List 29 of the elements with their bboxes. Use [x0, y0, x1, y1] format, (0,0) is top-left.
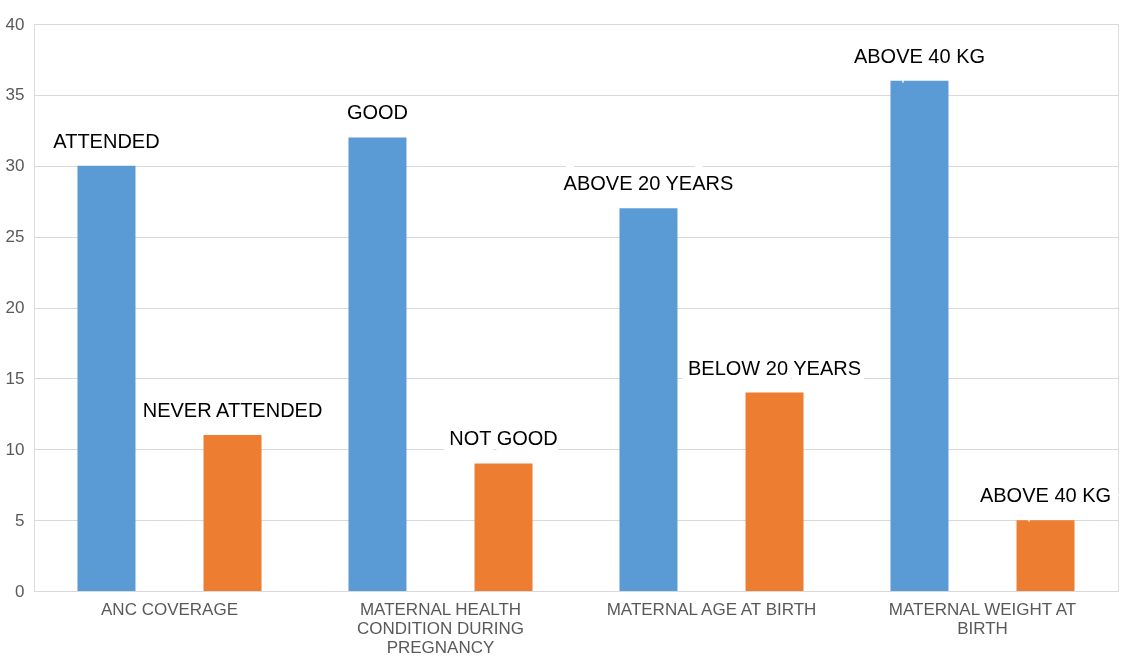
y-tick-label: 20	[5, 298, 25, 317]
annotation: GOOD	[346, 101, 409, 124]
bar	[77, 165, 136, 591]
y-tick-label: 35	[5, 85, 25, 105]
y-tick-label: 30	[5, 156, 25, 176]
bar	[745, 392, 804, 591]
y-tick-label: 15	[5, 368, 25, 388]
x-tick-label: MATERNAL AGE AT BIRTH	[606, 599, 817, 619]
bar	[890, 80, 949, 591]
y-tick-label: 10	[5, 439, 25, 459]
y-tick-label: 5	[15, 510, 25, 530]
y-tick-label: 40	[5, 14, 25, 34]
annotation: ABOVE 20 YEARS	[563, 172, 734, 195]
bar	[1016, 520, 1075, 591]
annotation: NEVER ATTENDED	[142, 399, 323, 422]
y-tick-label: 25	[5, 227, 25, 247]
bar	[348, 137, 407, 591]
annotation: ABOVE 40 KG	[853, 44, 986, 67]
x-tick-label: MATERNAL HEALTH CONDITION DURING PREGNANCY	[356, 599, 525, 657]
x-tick-label: MATERNAL WEIGHT AT BIRTH	[888, 599, 1077, 638]
annotation: ABOVE 40 KG	[979, 484, 1112, 507]
annotation: NOT GOOD	[449, 427, 558, 450]
annotation: BELOW 20 YEARS	[688, 356, 862, 379]
annotation: ATTENDED	[53, 129, 160, 152]
bar	[203, 435, 262, 591]
x-tick-label: ANC COVERAGE	[101, 599, 238, 619]
bar	[474, 463, 533, 591]
y-tick-label: 0	[15, 581, 25, 601]
bar	[619, 208, 678, 591]
